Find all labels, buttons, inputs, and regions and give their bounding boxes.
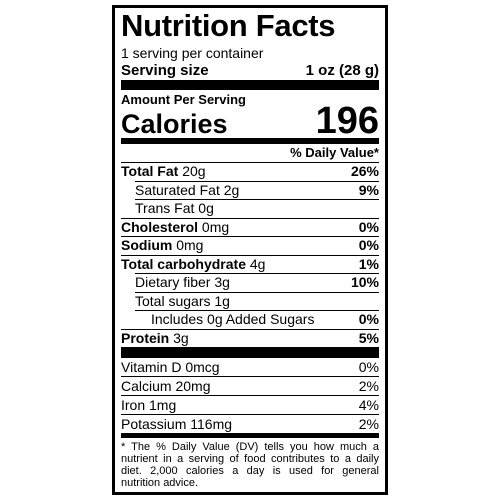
nutrient: Protein 3g [121,330,189,348]
calories-label: Calories [121,109,228,139]
nutrient-amount: 0g [198,200,214,216]
nutrient-name: Saturated Fat [135,181,220,198]
vitamin: Vitamin D 0mcg [121,358,220,376]
nutrient-name: Dietary fiber [135,274,211,290]
nutrient-name: Sodium [121,237,173,253]
nutrients: Total Fat 20g 26% Saturated Fat 2g 9% Trans … [121,162,379,358]
nutrient-name: Includes 0g Added Sugars [151,311,315,327]
nutrient: Saturated Fat 2g [135,182,239,200]
vitamin-amount: 20mg [175,378,211,394]
nutrient-name: Total Fat [121,163,179,179]
vitamins: Vitamin D 0mcg 0% Calcium 20mg 2% Iron 1mg 4%… [121,358,379,438]
daily-value: 0% [358,237,379,253]
vitamin-amount: 1mg [149,397,177,413]
vitamin-row: Vitamin D 0mcg 0% [121,358,379,376]
nutrient-row: Total sugars 1g [135,291,379,311]
nutrient: Total sugars 1g [135,293,230,311]
nutrient-name: Total sugars [135,292,211,309]
daily-value: 4% [358,397,379,413]
nutrient-row: Trans Fat 0g [135,199,379,218]
title: Nutrition Facts [121,8,336,43]
nutrient-row: Saturated Fat 2g 9% [135,180,379,200]
nutrient-row: Protein 3g 5% [121,328,379,358]
nutrient-amount: 1g [214,292,230,309]
daily-value: 0% [358,359,379,375]
nutrient-amount: 4g [249,255,266,272]
vitamin: Potassium 116mg [121,415,232,433]
daily-value: 0% [358,218,379,235]
daily-value: 1% [358,255,379,272]
nutrient-amount: 20g [182,163,206,179]
nutrient-amount: 2g [223,181,240,198]
nutrient-row: Includes 0g Added Sugars 0% [135,310,379,329]
calories-value: 196 [315,100,379,142]
nutrient: Trans Fat 0g [135,200,214,218]
nutrient-amount: 3g [173,329,189,346]
vitamin-name: Iron [121,397,146,413]
calories-row: Calories 196 [121,102,379,144]
nutrient: Includes 0g Added Sugars [151,311,314,329]
footnote: * The % Daily Value (DV) tells you how m… [121,441,379,489]
nutrient: Total carbohydrate 4g [121,256,265,274]
vitamin-row: Calcium 20mg 2% [121,376,379,395]
nutrient-amount: 3g [214,274,230,290]
nutrient-name: Total carbohydrate [121,255,246,272]
nutrient-amount: 0mg [176,237,204,253]
vitamin-name: Vitamin D [121,359,182,375]
daily-value: 0% [358,311,379,327]
vitamin-amount: 116mg [190,416,233,432]
vitamin-row: Potassium 116mg 2% [121,414,379,433]
nutrient-row: Sodium 0mg 0% [121,236,379,255]
servings: 1 serving per container [121,45,264,61]
vitamin: Calcium 20mg [121,377,211,395]
nutrient-row: Total Fat 20g 26% [121,162,379,181]
vitamin-amount: 0mcg [185,359,220,375]
nutrient-row: Dietary fiber 3g 10% [135,273,379,292]
vitamin-name: Potassium [121,416,187,432]
serving-size-row: Serving size 1 oz (28 g) [121,62,379,90]
daily-value: 9% [358,181,379,198]
daily-value: 2% [358,416,379,432]
nutrient-amount: 0mg [201,218,230,235]
daily-value: 10% [350,274,379,290]
daily-value: 2% [358,378,379,394]
daily-value: 5% [358,329,379,346]
nutrient-row: Total carbohydrate 4g 1% [121,254,379,274]
nutrition-label: Nutrition Facts 1 serving per container … [112,5,388,495]
dv-heading: % Daily Value* [290,145,379,160]
nutrient: Cholesterol 0mg [121,219,229,237]
vitamin-row: Iron 1mg 4% [121,395,379,414]
nutrient-name: Cholesterol [121,218,199,235]
nutrient: Dietary fiber 3g [135,274,230,292]
vitamin: Iron 1mg [121,396,176,414]
serving-size-label: Serving size [121,62,209,79]
nutrient-row: Cholesterol 0mg 0% [121,217,379,237]
nutrient: Sodium 0mg [121,237,203,255]
nutrient: Total Fat 20g [121,163,206,181]
daily-value: 26% [350,163,379,179]
amount-heading: Amount Per Serving [121,92,246,107]
vitamin-name: Calcium [121,378,172,394]
nutrient-name: Trans Fat [135,200,195,216]
nutrient-name: Protein [121,329,170,346]
serving-size: 1 oz (28 g) [305,62,379,79]
